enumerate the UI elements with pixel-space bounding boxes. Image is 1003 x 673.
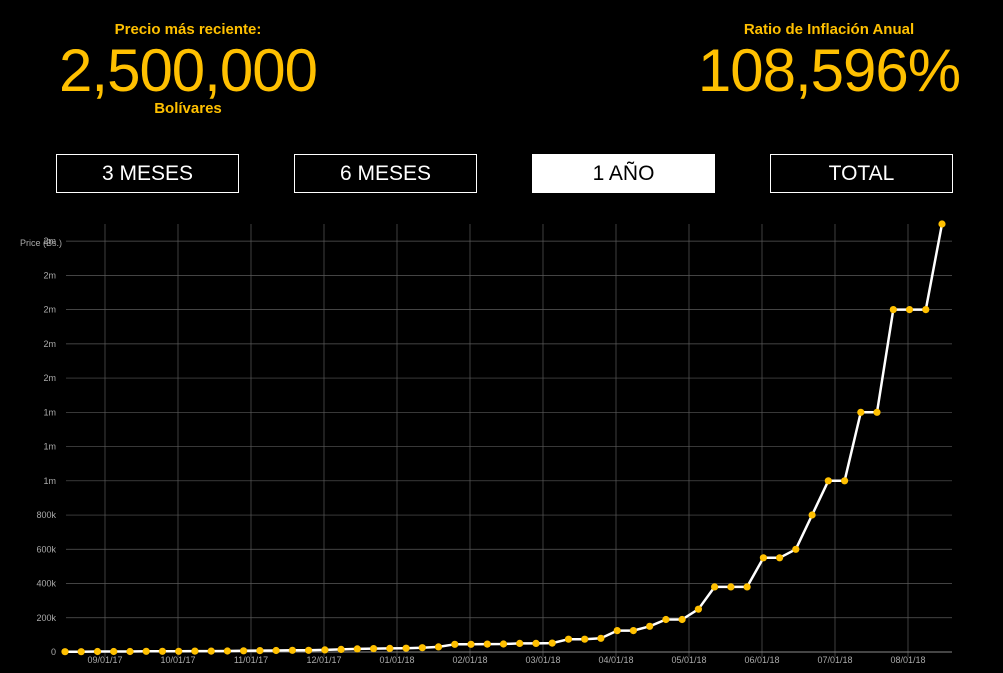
- price-point[interactable]: [288, 646, 296, 654]
- price-point[interactable]: [743, 583, 751, 591]
- price-point[interactable]: [353, 645, 361, 653]
- range-1-year-button[interactable]: 1 AÑO: [532, 154, 715, 193]
- y-tick-label: 200k: [36, 613, 56, 623]
- price-point[interactable]: [321, 646, 329, 654]
- chart-grid: [66, 224, 952, 657]
- price-point[interactable]: [110, 647, 118, 656]
- y-tick-label: 2m: [43, 305, 56, 315]
- price-point[interactable]: [678, 615, 686, 624]
- x-tick-label: 07/01/18: [817, 655, 852, 665]
- x-tick-label: 10/01/17: [160, 655, 195, 665]
- price-point[interactable]: [792, 545, 800, 553]
- y-tick-label: 1m: [43, 442, 56, 452]
- price-point[interactable]: [857, 408, 865, 416]
- range-total-button[interactable]: TOTAL: [770, 154, 953, 193]
- price-point[interactable]: [564, 635, 573, 643]
- latest-price-unit: Bolívares: [154, 100, 222, 117]
- price-point[interactable]: [61, 648, 69, 656]
- y-tick-label: 0: [51, 647, 56, 657]
- price-point[interactable]: [451, 640, 459, 648]
- latest-price-label: Precio más reciente:: [114, 21, 262, 38]
- price-point[interactable]: [191, 647, 199, 655]
- price-point[interactable]: [305, 646, 313, 654]
- price-point[interactable]: [516, 639, 524, 647]
- x-axis-ticks: 09/01/17 10/01/17 11/01/17 12/01/17 01/01/18…: [87, 655, 925, 665]
- price-series: [61, 220, 946, 656]
- y-tick-label: 2m: [43, 270, 56, 280]
- latest-price-value: 2,500,000: [59, 37, 318, 104]
- price-point[interactable]: [467, 640, 475, 648]
- price-point[interactable]: [418, 644, 426, 652]
- y-axis-ticks: 0 200k 400k 600k 800k 1m 1m 1m 2m 2m 2m 2m 2m: [36, 236, 56, 657]
- price-point[interactable]: [434, 643, 443, 651]
- price-point[interactable]: [223, 647, 231, 655]
- x-tick-label: 12/01/17: [306, 655, 341, 665]
- y-tick-label: 2m: [43, 339, 56, 349]
- inflation-panel: Ratio de Inflación Anual 108,596%: [670, 18, 988, 104]
- price-point[interactable]: [711, 583, 719, 591]
- y-axis-label: Price (Bs.): [20, 238, 62, 248]
- price-point[interactable]: [662, 615, 670, 624]
- price-point[interactable]: [548, 639, 556, 647]
- price-point[interactable]: [532, 639, 540, 647]
- price-point[interactable]: [629, 627, 638, 635]
- price-point[interactable]: [499, 640, 508, 648]
- price-point[interactable]: [483, 640, 491, 648]
- price-point[interactable]: [386, 644, 394, 652]
- price-point[interactable]: [727, 583, 735, 591]
- price-point[interactable]: [402, 644, 410, 652]
- price-point[interactable]: [158, 647, 166, 655]
- price-point[interactable]: [889, 306, 897, 314]
- price-point[interactable]: [905, 306, 914, 314]
- x-tick-label: 05/01/18: [671, 655, 706, 665]
- range-3-months-button[interactable]: 3 MESES: [56, 154, 239, 193]
- price-point[interactable]: [873, 408, 881, 416]
- price-point[interactable]: [646, 622, 654, 630]
- price-point[interactable]: [922, 306, 930, 314]
- price-point[interactable]: [694, 605, 703, 613]
- range-6-months-button[interactable]: 6 MESES: [294, 154, 477, 193]
- price-line-chart: Price (Bs.) 0 200k 400k 600k 800k 1m 1m 1m 2m 2m 2…: [20, 220, 952, 665]
- price-point[interactable]: [776, 554, 784, 562]
- x-tick-label: 11/01/17: [234, 655, 268, 665]
- price-point[interactable]: [126, 647, 134, 656]
- price-point[interactable]: [207, 647, 215, 655]
- x-tick-label: 08/01/18: [890, 655, 925, 665]
- price-point[interactable]: [240, 647, 248, 655]
- price-point[interactable]: [759, 554, 768, 562]
- y-tick-label: 400k: [36, 579, 56, 589]
- x-tick-label: 04/01/18: [598, 655, 633, 665]
- price-point[interactable]: [370, 645, 378, 653]
- price-point[interactable]: [824, 477, 832, 485]
- price-point[interactable]: [581, 635, 589, 643]
- y-tick-label: 600k: [36, 544, 56, 554]
- price-line: [65, 223, 944, 653]
- price-point[interactable]: [337, 645, 345, 653]
- x-tick-label: 09/01/17: [87, 655, 122, 665]
- inflation-label: Ratio de Inflación Anual: [743, 21, 915, 38]
- x-tick-label: 03/01/18: [525, 655, 560, 665]
- price-point[interactable]: [175, 647, 183, 655]
- price-point[interactable]: [597, 634, 605, 642]
- x-tick-label: 01/01/18: [379, 655, 414, 665]
- inflation-value: 108,596%: [697, 37, 961, 104]
- latest-price-panel: Precio más reciente: 2,500,000 Bolívares: [28, 18, 348, 118]
- y-tick-label: 1m: [43, 476, 56, 486]
- price-point[interactable]: [142, 647, 150, 655]
- price-point[interactable]: [256, 647, 264, 655]
- price-point[interactable]: [77, 648, 85, 656]
- x-tick-label: 02/01/18: [452, 655, 487, 665]
- y-tick-label: 800k: [36, 510, 56, 520]
- price-point[interactable]: [93, 647, 102, 656]
- price-point[interactable]: [613, 627, 621, 635]
- price-point[interactable]: [841, 477, 849, 485]
- x-tick-label: 06/01/18: [744, 655, 779, 665]
- y-tick-label: 2m: [43, 236, 56, 246]
- price-point[interactable]: [938, 220, 946, 228]
- y-tick-label: 1m: [43, 407, 56, 417]
- price-point[interactable]: [272, 646, 280, 655]
- y-tick-label: 2m: [43, 373, 56, 383]
- price-point[interactable]: [808, 511, 816, 519]
